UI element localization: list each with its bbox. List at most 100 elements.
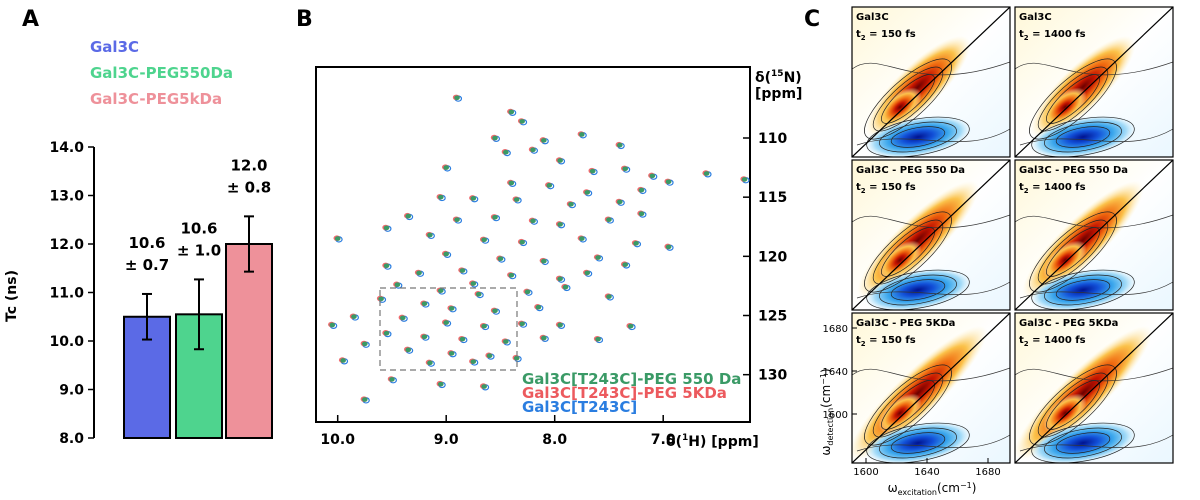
delay-time-symbol: t [1019, 29, 1024, 40]
nmr-peak-peg550 [703, 171, 710, 176]
contour-line [864, 364, 952, 446]
bar-chart: 8.0 9.0 10.0 11.0 12.0 13.0 14.0 10.6 ± 0.7 10.6 ±… [49, 140, 273, 447]
bar-error-label: ± 0.8 [227, 178, 271, 196]
bar-value-label: 12.0 [230, 156, 267, 174]
nmr-peak-peg550 [497, 256, 504, 262]
negative-peak [863, 268, 973, 310]
bar-chart-y-tick-label: 10.0 [49, 334, 84, 350]
nmr-peak-peg550 [454, 217, 460, 222]
diagonal-line [852, 160, 1010, 310]
2dir-x-tick-label: 1640 [914, 467, 939, 478]
nmr-peak-peg550 [416, 270, 422, 276]
contour-line [1037, 66, 1109, 132]
contour-line [890, 126, 946, 148]
nmr-peak-peg550 [665, 244, 672, 250]
contour-line [872, 372, 944, 438]
nmr-peak-peg550 [579, 132, 585, 137]
contour-line [1046, 227, 1100, 277]
zero-contour [1015, 214, 1173, 229]
delay-time-symbol: t [856, 182, 861, 193]
contour-line [1044, 427, 1122, 459]
diagonal-line [1015, 160, 1173, 310]
2dir-y-tick-label: 1600 [823, 410, 848, 421]
delay-time-symbol: t [1019, 335, 1024, 346]
nmr-peak-peg550 [557, 222, 563, 227]
2dir-y-tick-label: 1680 [823, 324, 848, 335]
nmr-x-tick-label: 8.0 [542, 432, 567, 448]
nmr-peak-peg550 [470, 196, 477, 201]
spectrum-cell: Gal3C - PEG 550 Da t2 = 1400 fs [1014, 159, 1174, 311]
nmr-peak-peg550 [437, 194, 444, 200]
nmr-peak-peg550 [334, 236, 341, 241]
nmr-peak-peg550 [492, 135, 498, 141]
spectrum-frame [851, 312, 1011, 464]
zero-contour [1019, 434, 1173, 452]
spectrum-content [1015, 7, 1173, 157]
nmr-peak-peg550 [405, 213, 412, 219]
legend-a-peg5k: Gal3C-PEG5kDa [90, 90, 222, 108]
contour-line [881, 227, 935, 277]
nmr-x-tick-label: 10.0 [320, 432, 355, 448]
positive-peak-core [878, 393, 922, 433]
positive-peak-core [878, 240, 922, 280]
nmr-peak-peg550 [513, 197, 520, 202]
delay-time-label: t2 = 1400 fs [1019, 182, 1086, 195]
contour-line [879, 274, 957, 306]
nmr-peak-peg550 [627, 323, 634, 329]
diagonal-line [852, 7, 1010, 157]
sample-label: Gal3C - PEG 5KDa [1019, 318, 1118, 329]
negative-peak [1028, 268, 1138, 310]
delay-time-value: = 1400 fs [1029, 29, 1086, 40]
delay-time-symbol: t [1019, 182, 1024, 193]
negative-peak [1028, 115, 1138, 157]
nmr-peak-peg550 [470, 359, 477, 364]
positive-peak-core [878, 87, 922, 127]
nmr-y-tick-label: 120 [758, 249, 787, 265]
nmr-peak-peg550 [437, 288, 444, 293]
nmr-peak-peg550 [524, 289, 531, 295]
nmr-peak-peg550 [741, 177, 748, 182]
contour-line [1031, 116, 1135, 157]
negative-peak [1028, 421, 1138, 463]
contour-line [1031, 269, 1135, 310]
nmr-peak-peg550 [405, 347, 412, 353]
nmr-peak-peg550 [378, 296, 384, 302]
nmr-peak-peg550 [383, 225, 390, 231]
nmr-peak-peg550 [606, 217, 612, 222]
contour-line [1046, 74, 1100, 124]
nmr-peak-peg550 [622, 166, 629, 172]
zero-contour [852, 214, 1010, 229]
nmr-peak-peg550 [665, 179, 672, 185]
contour-line [1037, 372, 1109, 438]
bar-chart-y-tick-label: 14.0 [49, 140, 84, 156]
nmr-x-tick-label: 9.0 [434, 432, 459, 448]
nmr-peak-peg550 [638, 187, 645, 193]
nmr-peak-peg550 [584, 270, 591, 276]
2dir-xlabel: ωexcitation(cm−1) [888, 481, 977, 497]
bar-chart-y-tick-label: 12.0 [49, 237, 84, 253]
nmr-peak-peg550 [508, 180, 515, 186]
nmr-peak-peg550 [470, 281, 477, 286]
delay-time-symbol: t [856, 29, 861, 40]
contour-line [881, 74, 935, 124]
nmr-x-tick-label: 7.0 [651, 432, 676, 448]
nmr-peak-peg550 [383, 263, 390, 269]
positive-peak-core [1043, 393, 1087, 433]
contour-line [890, 432, 946, 454]
nmr-peak-peg550 [595, 255, 601, 260]
nmr-peak-peg550 [584, 190, 591, 195]
nmr-peak-peg550 [579, 236, 585, 241]
nmr-peak-peg550 [541, 258, 547, 264]
contour-line [866, 269, 970, 310]
spectrum-cell: Gal3C - PEG 550 Da t2 = 150 fs [851, 159, 1011, 311]
delay-time-label: t2 = 1400 fs [1019, 29, 1086, 42]
contour-line [1044, 274, 1122, 306]
nmr-peak-peg550 [606, 294, 612, 299]
sample-label: Gal3C - PEG 5KDa [856, 318, 955, 329]
zero-contour [1015, 367, 1173, 382]
nmr-peak-peg550 [595, 336, 601, 342]
delay-time-label: t2 = 150 fs [856, 29, 916, 42]
spectrum-cell: Gal3C - PEG 5KDa t2 = 150 fs [851, 312, 1011, 464]
nmr-peak-peg550 [633, 241, 639, 246]
bar-value-label: 10.6 [128, 234, 165, 252]
